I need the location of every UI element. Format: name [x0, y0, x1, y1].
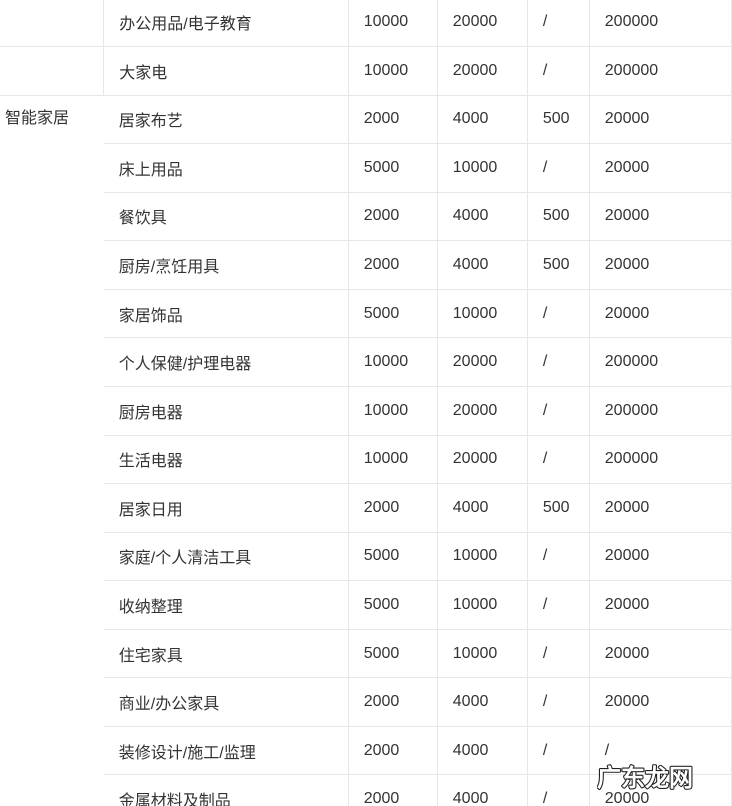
svg-text:广东龙网: 广东龙网	[597, 764, 693, 792]
